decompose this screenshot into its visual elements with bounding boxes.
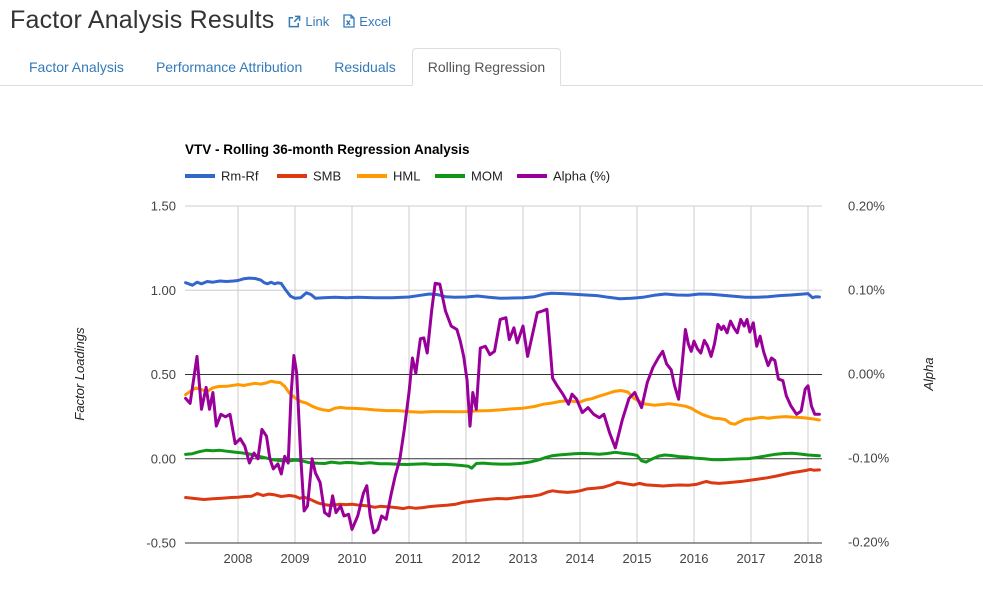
series-line-Rm-Rf	[184, 276, 821, 301]
series-line-SMB	[184, 467, 821, 511]
excel-button[interactable]: Excel	[343, 14, 391, 29]
left-tick-label: 0.50	[151, 367, 176, 382]
x-tick-label: 2008	[224, 551, 253, 566]
legend-label-MOM: MOM	[471, 169, 503, 184]
left-tick-label: 0.00	[151, 451, 176, 466]
right-tick-label: -0.20%	[848, 535, 890, 550]
external-link-icon	[288, 15, 301, 28]
chart-title: VTV - Rolling 36-month Regression Analys…	[185, 142, 470, 157]
right-tick-label: -0.10%	[848, 451, 890, 466]
left-tick-label: 1.50	[151, 199, 176, 214]
link-button[interactable]: Link	[288, 14, 329, 29]
left-axis-title: Factor Loadings	[72, 327, 87, 421]
series-line-Alpha (%)	[184, 281, 821, 535]
right-tick-label: 0.00%	[848, 367, 885, 382]
tab-performance-attribution[interactable]: Performance Attribution	[155, 59, 303, 75]
right-tick-label: 0.20%	[848, 199, 885, 214]
legend-label-HML: HML	[393, 169, 420, 184]
x-tick-label: 2018	[794, 551, 823, 566]
x-tick-label: 2013	[509, 551, 538, 566]
series-line-HML	[184, 379, 821, 426]
x-tick-label: 2017	[737, 551, 766, 566]
tab-rolling-regression[interactable]: Rolling Regression	[411, 48, 562, 86]
right-axis-title: Alpha	[921, 357, 936, 391]
page: { "header": { "title": "Factor Analysis …	[0, 6, 983, 596]
right-tick-label: 0.10%	[848, 283, 885, 298]
page-title: Factor Analysis Results	[10, 6, 275, 34]
excel-button-label: Excel	[359, 13, 392, 29]
tab-factor-analysis[interactable]: Factor Analysis	[29, 59, 124, 75]
link-button-label: Link	[305, 14, 330, 29]
x-tick-label: 2015	[623, 551, 652, 566]
x-tick-label: 2010	[338, 551, 367, 566]
rolling-regression-chart: VTV - Rolling 36-month Regression Analys…	[72, 142, 936, 566]
left-tick-label: 1.00	[151, 283, 176, 298]
x-tick-label: 2016	[680, 551, 709, 566]
legend-label-Alpha (%): Alpha (%)	[553, 169, 610, 184]
x-tick-label: 2011	[395, 551, 423, 566]
legend-label-Rm-Rf: Rm-Rf	[221, 169, 259, 184]
tab-bar: Factor Analysis Performance Attribution …	[0, 48, 983, 86]
x-tick-label: 2014	[566, 551, 595, 566]
x-tick-label: 2012	[452, 551, 481, 566]
excel-file-icon	[343, 14, 355, 28]
x-tick-label: 2009	[281, 551, 310, 566]
legend-label-SMB: SMB	[313, 169, 341, 184]
page-header: Factor Analysis Results Link Excel	[10, 6, 983, 35]
tab-residuals[interactable]: Residuals	[334, 59, 396, 75]
left-tick-label: -0.50	[146, 536, 176, 551]
